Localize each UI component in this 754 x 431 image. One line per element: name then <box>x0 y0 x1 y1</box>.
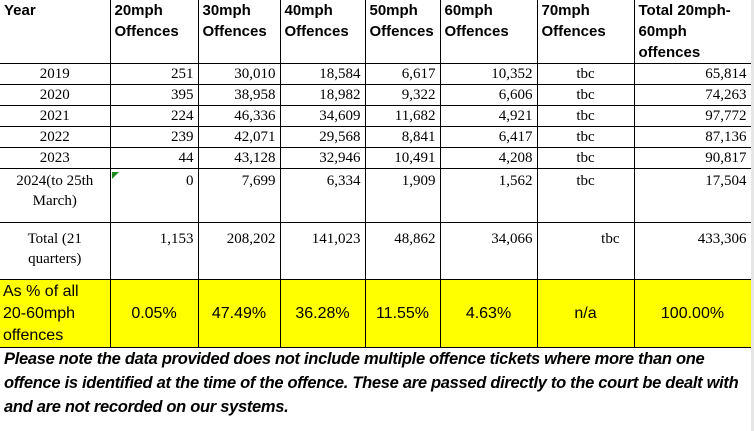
total-cell: 65,814 <box>633 63 752 85</box>
mph40-cell: 6,334 <box>279 168 366 223</box>
mph50-cell: 9,322 <box>364 84 441 106</box>
percent-label-cell: As % of all 20-60mph offences <box>0 279 111 348</box>
mph30-cell: 46,336 <box>197 105 281 127</box>
total-cell: 90,817 <box>633 147 752 169</box>
mph50-total-cell: 48,862 <box>364 222 441 280</box>
grand-total-cell: 433,306 <box>633 222 752 280</box>
cell-comment-indicator-icon[interactable] <box>112 172 119 179</box>
mph30-cell: 38,958 <box>197 84 281 106</box>
table-row: 2023 44 43,128 32,946 10,491 4,208 tbc 9… <box>0 147 752 169</box>
header-20mph: 20mph Offences <box>109 0 199 64</box>
mph30-total-cell: 208,202 <box>197 222 281 280</box>
mph30-cell: 30,010 <box>197 63 281 85</box>
percent-row: As % of all 20-60mph offences 0.05% 47.4… <box>0 279 752 348</box>
header-70mph: 70mph Offences <box>536 0 635 64</box>
table-row: 2019 251 30,010 18,584 6,617 10,352 tbc … <box>0 63 752 85</box>
mph70-cell: tbc <box>536 84 635 106</box>
year-cell: 2020 <box>0 84 111 106</box>
mph20-cell: 395 <box>109 84 199 106</box>
mph20-cell: 224 <box>109 105 199 127</box>
mph60-total-cell: 34,066 <box>439 222 538 280</box>
header-60mph: 60mph Offences <box>439 0 538 64</box>
mph70-cell: tbc <box>536 147 635 169</box>
header-40mph: 40mph Offences <box>279 0 366 64</box>
mph50-cell: 1,909 <box>364 168 441 223</box>
total-percent-cell: 100.00% <box>633 279 752 348</box>
mph60-percent-cell: 4.63% <box>439 279 538 348</box>
mph70-percent-cell: n/a <box>536 279 635 348</box>
mph70-cell: tbc <box>536 63 635 85</box>
speeding-offences-table: Year 20mph Offences 30mph Offences 40mph… <box>0 0 752 348</box>
mph30-percent-cell: 47.49% <box>197 279 281 348</box>
header-total: Total 20mph-60mph offences <box>633 0 752 64</box>
table-row: 2022 239 42,071 29,568 8,841 6,417 tbc 8… <box>0 126 752 148</box>
table-row: 2021 224 46,336 34,609 11,682 4,921 tbc … <box>0 105 752 127</box>
mph20-cell: 239 <box>109 126 199 148</box>
mph50-cell: 6,617 <box>364 63 441 85</box>
mph40-total-cell: 141,023 <box>279 222 366 280</box>
mph60-cell: 1,562 <box>439 168 538 223</box>
mph60-cell: 6,417 <box>439 126 538 148</box>
year-cell: 2023 <box>0 147 111 169</box>
mph30-cell: 43,128 <box>197 147 281 169</box>
mph60-cell: 10,352 <box>439 63 538 85</box>
mph20-total-cell: 1,153 <box>109 222 199 280</box>
mph50-cell: 8,841 <box>364 126 441 148</box>
mph50-percent-cell: 11.55% <box>364 279 441 348</box>
mph20-percent-cell: 0.05% <box>109 279 199 348</box>
total-cell: 17,504 <box>633 168 752 223</box>
mph60-cell: 4,208 <box>439 147 538 169</box>
mph30-cell: 7,699 <box>197 168 281 223</box>
mph50-cell: 10,491 <box>364 147 441 169</box>
total-cell: 74,263 <box>633 84 752 106</box>
total-row: Total (21 quarters) 1,153 208,202 141,02… <box>0 222 752 280</box>
mph40-cell: 32,946 <box>279 147 366 169</box>
mph70-total-cell: tbc <box>536 222 635 280</box>
year-cell: 2021 <box>0 105 111 127</box>
page-edge-divider <box>751 0 754 431</box>
mph70-cell: tbc <box>536 126 635 148</box>
mph40-cell: 34,609 <box>279 105 366 127</box>
mph40-percent-cell: 36.28% <box>279 279 366 348</box>
mph60-cell: 4,921 <box>439 105 538 127</box>
year-cell: 2024(to 25th March) <box>0 168 111 223</box>
mph70-cell: tbc <box>536 168 635 223</box>
total-cell: 87,136 <box>633 126 752 148</box>
total-label-cell: Total (21 quarters) <box>0 222 111 280</box>
header-year: Year <box>0 0 111 64</box>
mph30-cell: 42,071 <box>197 126 281 148</box>
year-cell: 2022 <box>0 126 111 148</box>
header-row: Year 20mph Offences 30mph Offences 40mph… <box>0 0 752 64</box>
mph60-cell: 6,606 <box>439 84 538 106</box>
mph40-cell: 29,568 <box>279 126 366 148</box>
mph20-cell: 44 <box>109 147 199 169</box>
mph70-cell: tbc <box>536 105 635 127</box>
footnote-text: Please note the data provided does not i… <box>4 350 739 416</box>
header-50mph: 50mph Offences <box>364 0 441 64</box>
table-row: 2024(to 25th March) 0 7,699 6,334 1,909 … <box>0 168 752 223</box>
mph40-cell: 18,584 <box>279 63 366 85</box>
header-30mph: 30mph Offences <box>197 0 281 64</box>
mph40-cell: 18,982 <box>279 84 366 106</box>
mph20-cell: 0 <box>109 168 199 223</box>
mph20-cell: 251 <box>109 63 199 85</box>
mph50-cell: 11,682 <box>364 105 441 127</box>
table-row: 2020 395 38,958 18,982 9,322 6,606 tbc 7… <box>0 84 752 106</box>
year-cell: 2019 <box>0 63 111 85</box>
total-cell: 97,772 <box>633 105 752 127</box>
